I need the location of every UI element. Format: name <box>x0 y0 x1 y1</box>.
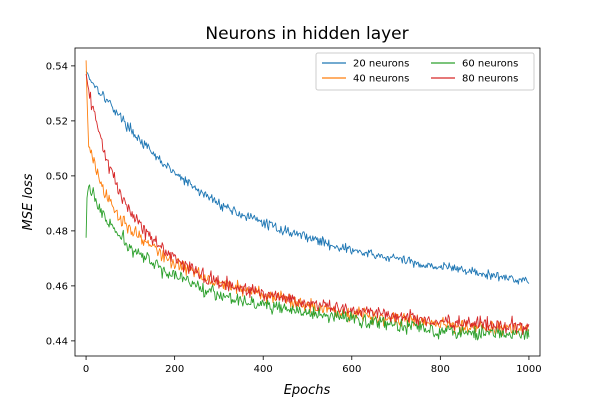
series-layer <box>85 60 530 341</box>
legend-label: 60 neurons <box>462 59 518 70</box>
series-line-40-neurons <box>85 60 530 336</box>
series-line-80-neurons <box>85 74 530 336</box>
y-axis: 0.44 0.46 0.48 0.50 0.52 0.54 <box>46 61 75 347</box>
x-axis-label: Epochs <box>284 383 331 398</box>
y-tick-label: 0.52 <box>46 116 68 127</box>
x-tick-label: 0 <box>83 364 89 375</box>
legend-label: 20 neurons <box>353 59 409 70</box>
series-line-60-neurons <box>85 184 530 341</box>
x-tick-label: 600 <box>342 364 361 375</box>
x-tick-label: 400 <box>254 364 273 375</box>
x-tick-label: 200 <box>165 364 184 375</box>
legend-frame <box>315 52 535 91</box>
x-axis: 0 200 400 600 800 1000 <box>83 356 542 375</box>
legend: 20 neurons 40 neurons 60 neurons 80 neurons <box>315 52 535 91</box>
y-tick-label: 0.44 <box>46 336 68 347</box>
y-tick-label: 0.46 <box>46 281 68 292</box>
legend-label: 40 neurons <box>353 74 409 85</box>
y-axis-label: MSE loss <box>21 173 36 230</box>
legend-label: 80 neurons <box>462 74 518 85</box>
plot-frame <box>74 47 541 357</box>
y-tick-label: 0.54 <box>46 61 68 72</box>
x-tick-label: 800 <box>431 364 450 375</box>
series-line-20-neurons <box>85 71 530 285</box>
y-tick-label: 0.48 <box>46 226 68 237</box>
x-tick-label: 1000 <box>516 364 541 375</box>
y-tick-label: 0.50 <box>46 171 68 182</box>
chart-title: Neurons in hidden layer <box>205 24 408 44</box>
